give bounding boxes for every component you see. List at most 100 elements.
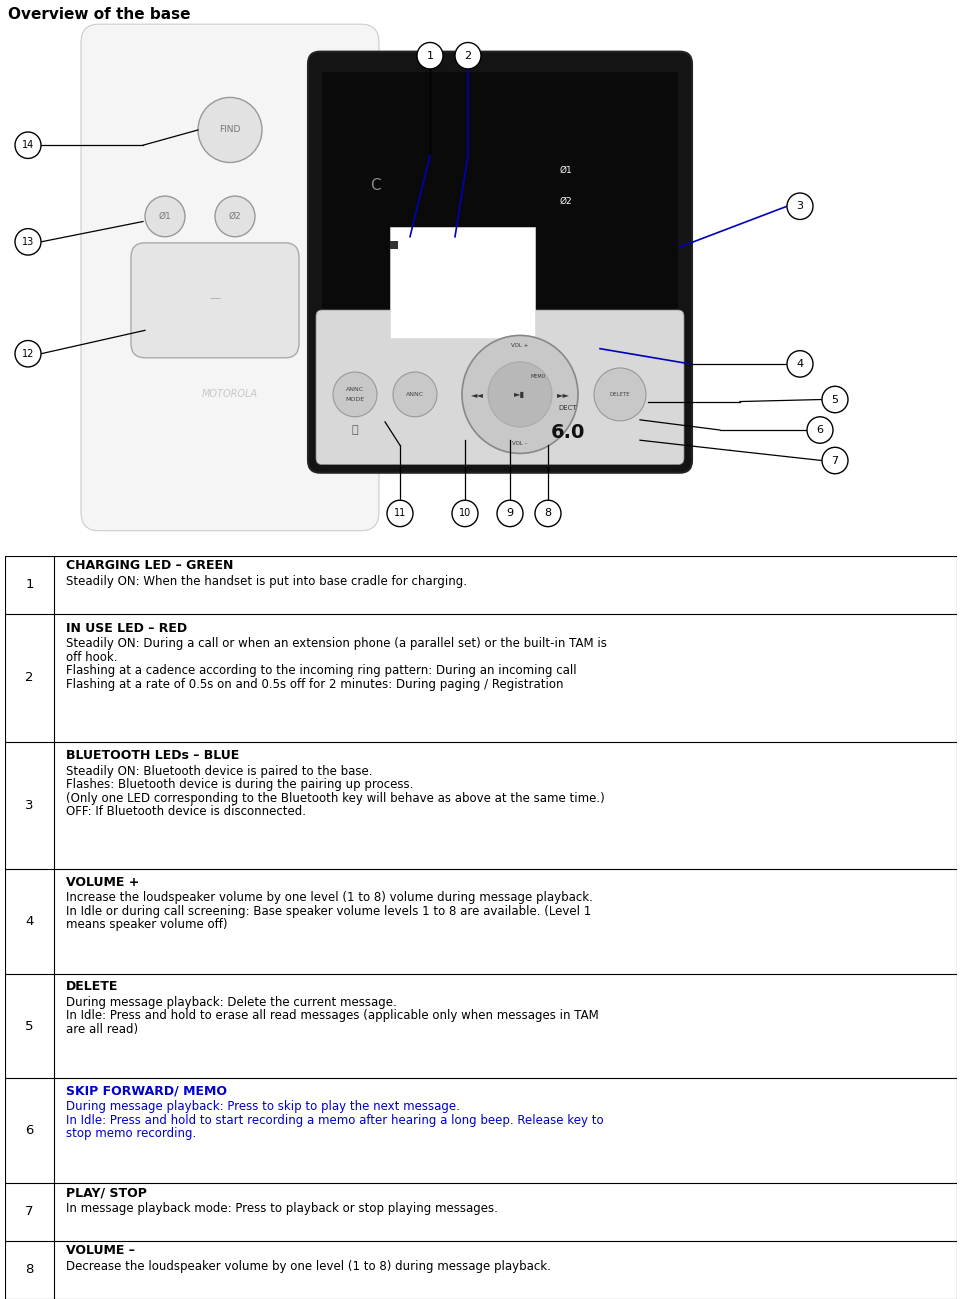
Text: ANNC: ANNC — [406, 392, 424, 397]
Text: 3: 3 — [796, 201, 802, 212]
Text: DELETE: DELETE — [65, 981, 118, 994]
FancyBboxPatch shape — [89, 32, 371, 522]
Text: Flashing at a rate of 0.5s on and 0.5s off for 2 minutes: During paging / Regist: Flashing at a rate of 0.5s on and 0.5s o… — [65, 678, 563, 691]
Text: Ø1: Ø1 — [559, 166, 572, 175]
Text: Flashes: Bluetooth device is during the pairing up process.: Flashes: Bluetooth device is during the … — [65, 778, 412, 791]
Text: MODE: MODE — [345, 397, 364, 401]
Text: PLAY/ STOP: PLAY/ STOP — [65, 1186, 146, 1199]
Text: 9: 9 — [505, 508, 513, 518]
Text: Ø2: Ø2 — [559, 196, 572, 205]
Text: DELETE: DELETE — [609, 392, 629, 397]
Circle shape — [786, 194, 812, 220]
FancyBboxPatch shape — [315, 310, 683, 465]
Circle shape — [455, 43, 480, 69]
Text: IN USE LED – RED: IN USE LED – RED — [65, 622, 186, 635]
Circle shape — [15, 132, 41, 158]
Text: 14: 14 — [22, 140, 34, 151]
Text: 7: 7 — [830, 456, 838, 465]
Text: FIND: FIND — [219, 126, 240, 135]
Text: 6: 6 — [25, 1124, 34, 1137]
FancyBboxPatch shape — [308, 52, 691, 473]
Circle shape — [487, 362, 552, 427]
Text: Ø1: Ø1 — [159, 212, 171, 221]
Text: 4: 4 — [25, 916, 34, 929]
Text: 6.0: 6.0 — [551, 422, 584, 442]
Text: Increase the loudspeaker volume by one level (1 to 8) volume during message play: Increase the loudspeaker volume by one l… — [65, 891, 592, 904]
FancyBboxPatch shape — [97, 40, 362, 514]
Text: 5: 5 — [25, 1020, 34, 1033]
Text: 4: 4 — [796, 359, 802, 369]
Text: ◄◄: ◄◄ — [470, 390, 483, 399]
Text: In Idle: Press and hold to erase all read messages (applicable only when message: In Idle: Press and hold to erase all rea… — [65, 1009, 598, 1022]
Text: VOL +: VOL + — [511, 343, 529, 348]
Text: 7: 7 — [25, 1205, 34, 1218]
Circle shape — [593, 368, 646, 421]
Circle shape — [821, 447, 847, 474]
Text: 2: 2 — [464, 51, 471, 61]
Circle shape — [333, 372, 377, 417]
Text: VOLUME +: VOLUME + — [65, 876, 139, 889]
Text: MOTOROLA: MOTOROLA — [202, 390, 258, 399]
Text: In Idle or during call screening: Base speaker volume levels 1 to 8 are availabl: In Idle or during call screening: Base s… — [65, 904, 590, 917]
Text: Steadily ON: Bluetooth device is paired to the base.: Steadily ON: Bluetooth device is paired … — [65, 765, 372, 778]
Circle shape — [497, 500, 523, 526]
Text: DECT: DECT — [558, 405, 577, 410]
Text: CHARGING LED – GREEN: CHARGING LED – GREEN — [65, 560, 233, 573]
Bar — [389, 240, 398, 249]
Text: In Idle: Press and hold to start recording a memo after hearing a long beep. Rel: In Idle: Press and hold to start recordi… — [65, 1113, 603, 1126]
Bar — [322, 71, 678, 318]
Text: During message playback: Delete the current message.: During message playback: Delete the curr… — [65, 996, 396, 1009]
Text: VOLUME –: VOLUME – — [65, 1244, 135, 1257]
Text: 11: 11 — [393, 508, 406, 518]
Text: Overview of the base: Overview of the base — [8, 6, 190, 22]
Text: 3: 3 — [25, 799, 34, 812]
Circle shape — [393, 372, 436, 417]
Circle shape — [145, 196, 185, 236]
Text: During message playback: Press to skip to play the next message.: During message playback: Press to skip t… — [65, 1100, 459, 1113]
Circle shape — [821, 386, 847, 413]
Text: VOL –: VOL – — [512, 440, 528, 446]
Circle shape — [386, 500, 412, 526]
Circle shape — [15, 229, 41, 255]
Text: are all read): are all read) — [65, 1022, 137, 1035]
Text: 10: 10 — [458, 508, 471, 518]
Circle shape — [806, 417, 832, 443]
Circle shape — [786, 351, 812, 377]
Text: off hook.: off hook. — [65, 651, 117, 664]
Circle shape — [198, 97, 261, 162]
Circle shape — [452, 500, 478, 526]
Text: MEMO: MEMO — [530, 374, 545, 378]
Text: 2: 2 — [25, 672, 34, 685]
Text: Steadily ON: During a call or when an extension phone (a parallel set) or the bu: Steadily ON: During a call or when an ex… — [65, 638, 606, 651]
Text: 6: 6 — [816, 425, 823, 435]
FancyBboxPatch shape — [131, 243, 299, 357]
Circle shape — [416, 43, 442, 69]
Text: ⏻: ⏻ — [352, 425, 357, 435]
Text: 5: 5 — [830, 395, 838, 404]
Circle shape — [461, 335, 578, 453]
Text: 12: 12 — [22, 348, 35, 359]
Circle shape — [214, 196, 255, 236]
Circle shape — [534, 500, 560, 526]
Text: Decrease the loudspeaker volume by one level (1 to 8) during message playback.: Decrease the loudspeaker volume by one l… — [65, 1260, 550, 1273]
Bar — [389, 226, 534, 339]
FancyBboxPatch shape — [81, 25, 379, 531]
Text: 1: 1 — [426, 51, 433, 61]
Text: (Only one LED corresponding to the Bluetooth key will behave as above at the sam: (Only one LED corresponding to the Bluet… — [65, 792, 604, 805]
Text: SKIP FORWARD/ MEMO: SKIP FORWARD/ MEMO — [65, 1085, 227, 1098]
Text: —: — — [209, 292, 220, 303]
Text: BLUETOOTH LEDs – BLUE: BLUETOOTH LEDs – BLUE — [65, 750, 238, 763]
Text: Ø2: Ø2 — [229, 212, 241, 221]
Text: 13: 13 — [22, 236, 34, 247]
Text: 8: 8 — [25, 1264, 34, 1277]
Text: ANNC: ANNC — [346, 387, 363, 392]
Text: means speaker volume off): means speaker volume off) — [65, 918, 227, 931]
Text: stop memo recording.: stop memo recording. — [65, 1128, 196, 1141]
Text: In message playback mode: Press to playback or stop playing messages.: In message playback mode: Press to playb… — [65, 1202, 497, 1215]
Text: Flashing at a cadence according to the incoming ring pattern: During an incoming: Flashing at a cadence according to the i… — [65, 664, 576, 677]
Text: Steadily ON: When the handset is put into base cradle for charging.: Steadily ON: When the handset is put int… — [65, 575, 466, 588]
Text: 8: 8 — [544, 508, 551, 518]
Text: 1: 1 — [25, 578, 34, 591]
Circle shape — [15, 340, 41, 366]
Text: ►▮: ►▮ — [514, 390, 525, 399]
